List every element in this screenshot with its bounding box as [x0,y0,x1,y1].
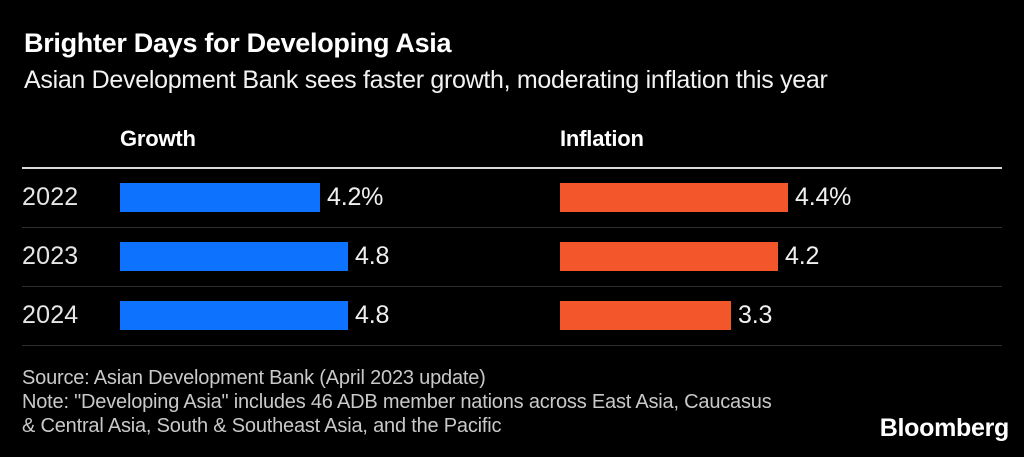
column-headers: Growth Inflation [22,126,1002,152]
growth-bar [120,301,348,331]
note-line-1: Note: "Developing Asia" includes 46 ADB … [22,390,772,413]
inflation-value-label: 4.4% [795,183,852,212]
year-label: 2023 [22,242,79,271]
growth-cell: 4.8 [120,228,560,286]
chart-subtitle: Asian Development Bank sees faster growt… [24,66,828,95]
inflation-bar [560,301,731,331]
growth-bar [120,183,320,213]
source-line: Source: Asian Development Bank (April 20… [22,366,486,389]
growth-cell: 4.2% [120,169,560,227]
inflation-bar [560,183,788,213]
chart-row-2024: 2024 4.8 3.3 [22,287,1002,346]
growth-cell: 4.8 [120,287,560,345]
growth-value-label: 4.8 [355,301,390,330]
chart-row-2023: 2023 4.8 4.2 [22,228,1002,287]
growth-column-header: Growth [120,125,196,151]
chart-title: Brighter Days for Developing Asia [24,28,452,58]
chart-footer: Source: Asian Development Bank (April 20… [22,366,1002,438]
bloomberg-logo: Bloomberg [879,414,1010,442]
growth-value-label: 4.2% [327,183,384,212]
inflation-cell: 3.3 [560,287,1002,345]
inflation-bar [560,242,778,272]
inflation-cell: 4.2 [560,228,1002,286]
chart-row-2022: 2022 4.2% 4.4% [22,169,1002,228]
inflation-column-header: Inflation [560,125,644,151]
growth-value-label: 4.8 [355,242,390,271]
year-label: 2022 [22,183,79,212]
inflation-value-label: 3.3 [738,301,773,330]
inflation-cell: 4.4% [560,169,1002,227]
note-line-2: & Central Asia, South & Southeast Asia, … [22,414,502,437]
inflation-value-label: 4.2 [785,242,820,271]
chart-rows: 2022 4.2% 4.4% 2023 4.8 4.2 2024 [22,166,1002,346]
growth-bar [120,242,348,272]
chart-header: Brighter Days for Developing Asia Asian … [24,28,1002,95]
year-label: 2024 [22,301,79,330]
